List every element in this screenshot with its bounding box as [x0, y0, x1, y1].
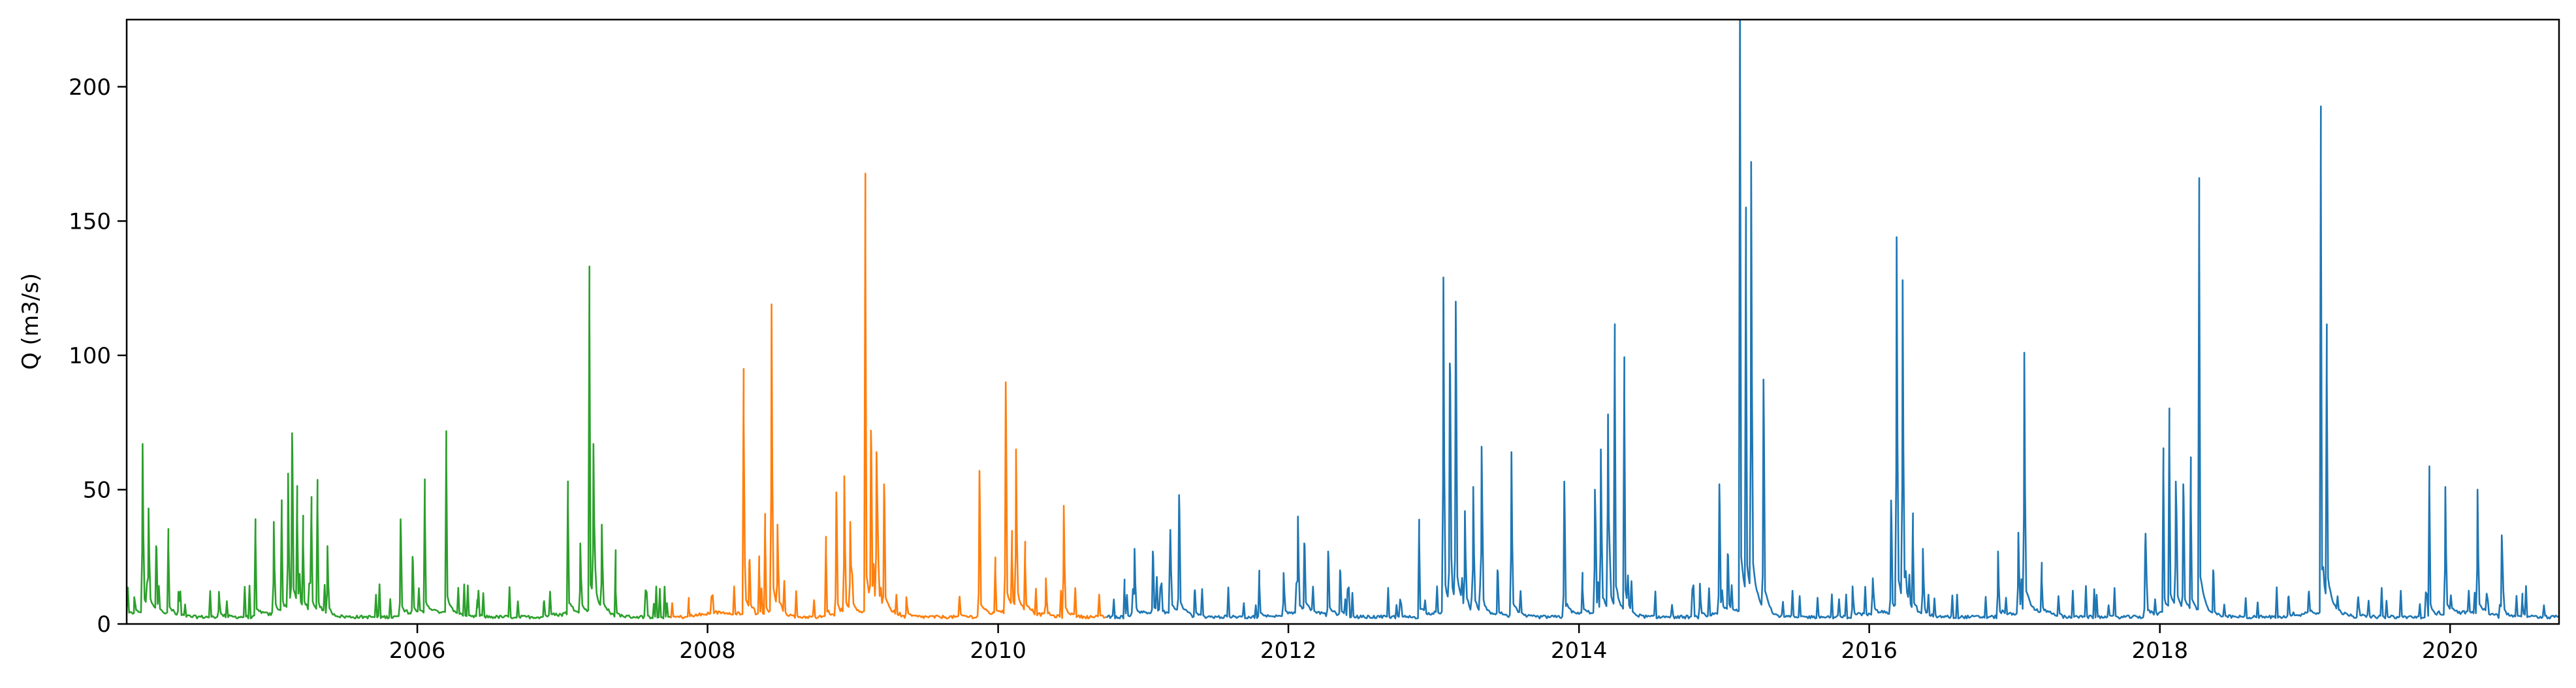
plot-frame: [125, 18, 2560, 625]
y-tick-label: 100: [69, 343, 111, 369]
series-line-2: [670, 172, 1107, 619]
y-tick-label: 150: [69, 208, 111, 235]
x-tick-label: 2014: [1551, 638, 1608, 664]
x-tick-label: 2012: [1260, 638, 1317, 664]
series-layer: [127, 20, 2559, 620]
y-tick-label: 50: [83, 477, 111, 503]
y-tick-label: 0: [97, 612, 111, 638]
x-tick-label: 2006: [389, 638, 446, 664]
y-axis-label: Q (m3/s): [18, 273, 44, 370]
y-axis: 0 50 100 150 200: [69, 74, 127, 638]
x-tick-label: 2018: [2131, 638, 2188, 664]
x-tick-label: 2010: [970, 638, 1026, 664]
x-tick-label: 2016: [1841, 638, 1898, 664]
x-axis: 2006 2008 2010 2012 2014 2016 2018 2020: [389, 624, 2479, 664]
x-tick-label: 2020: [2422, 638, 2479, 664]
x-tick-label: 2008: [679, 638, 736, 664]
y-tick-label: 200: [69, 74, 111, 101]
series-line-3: [1105, 20, 2559, 620]
series-line-1: [127, 265, 671, 620]
